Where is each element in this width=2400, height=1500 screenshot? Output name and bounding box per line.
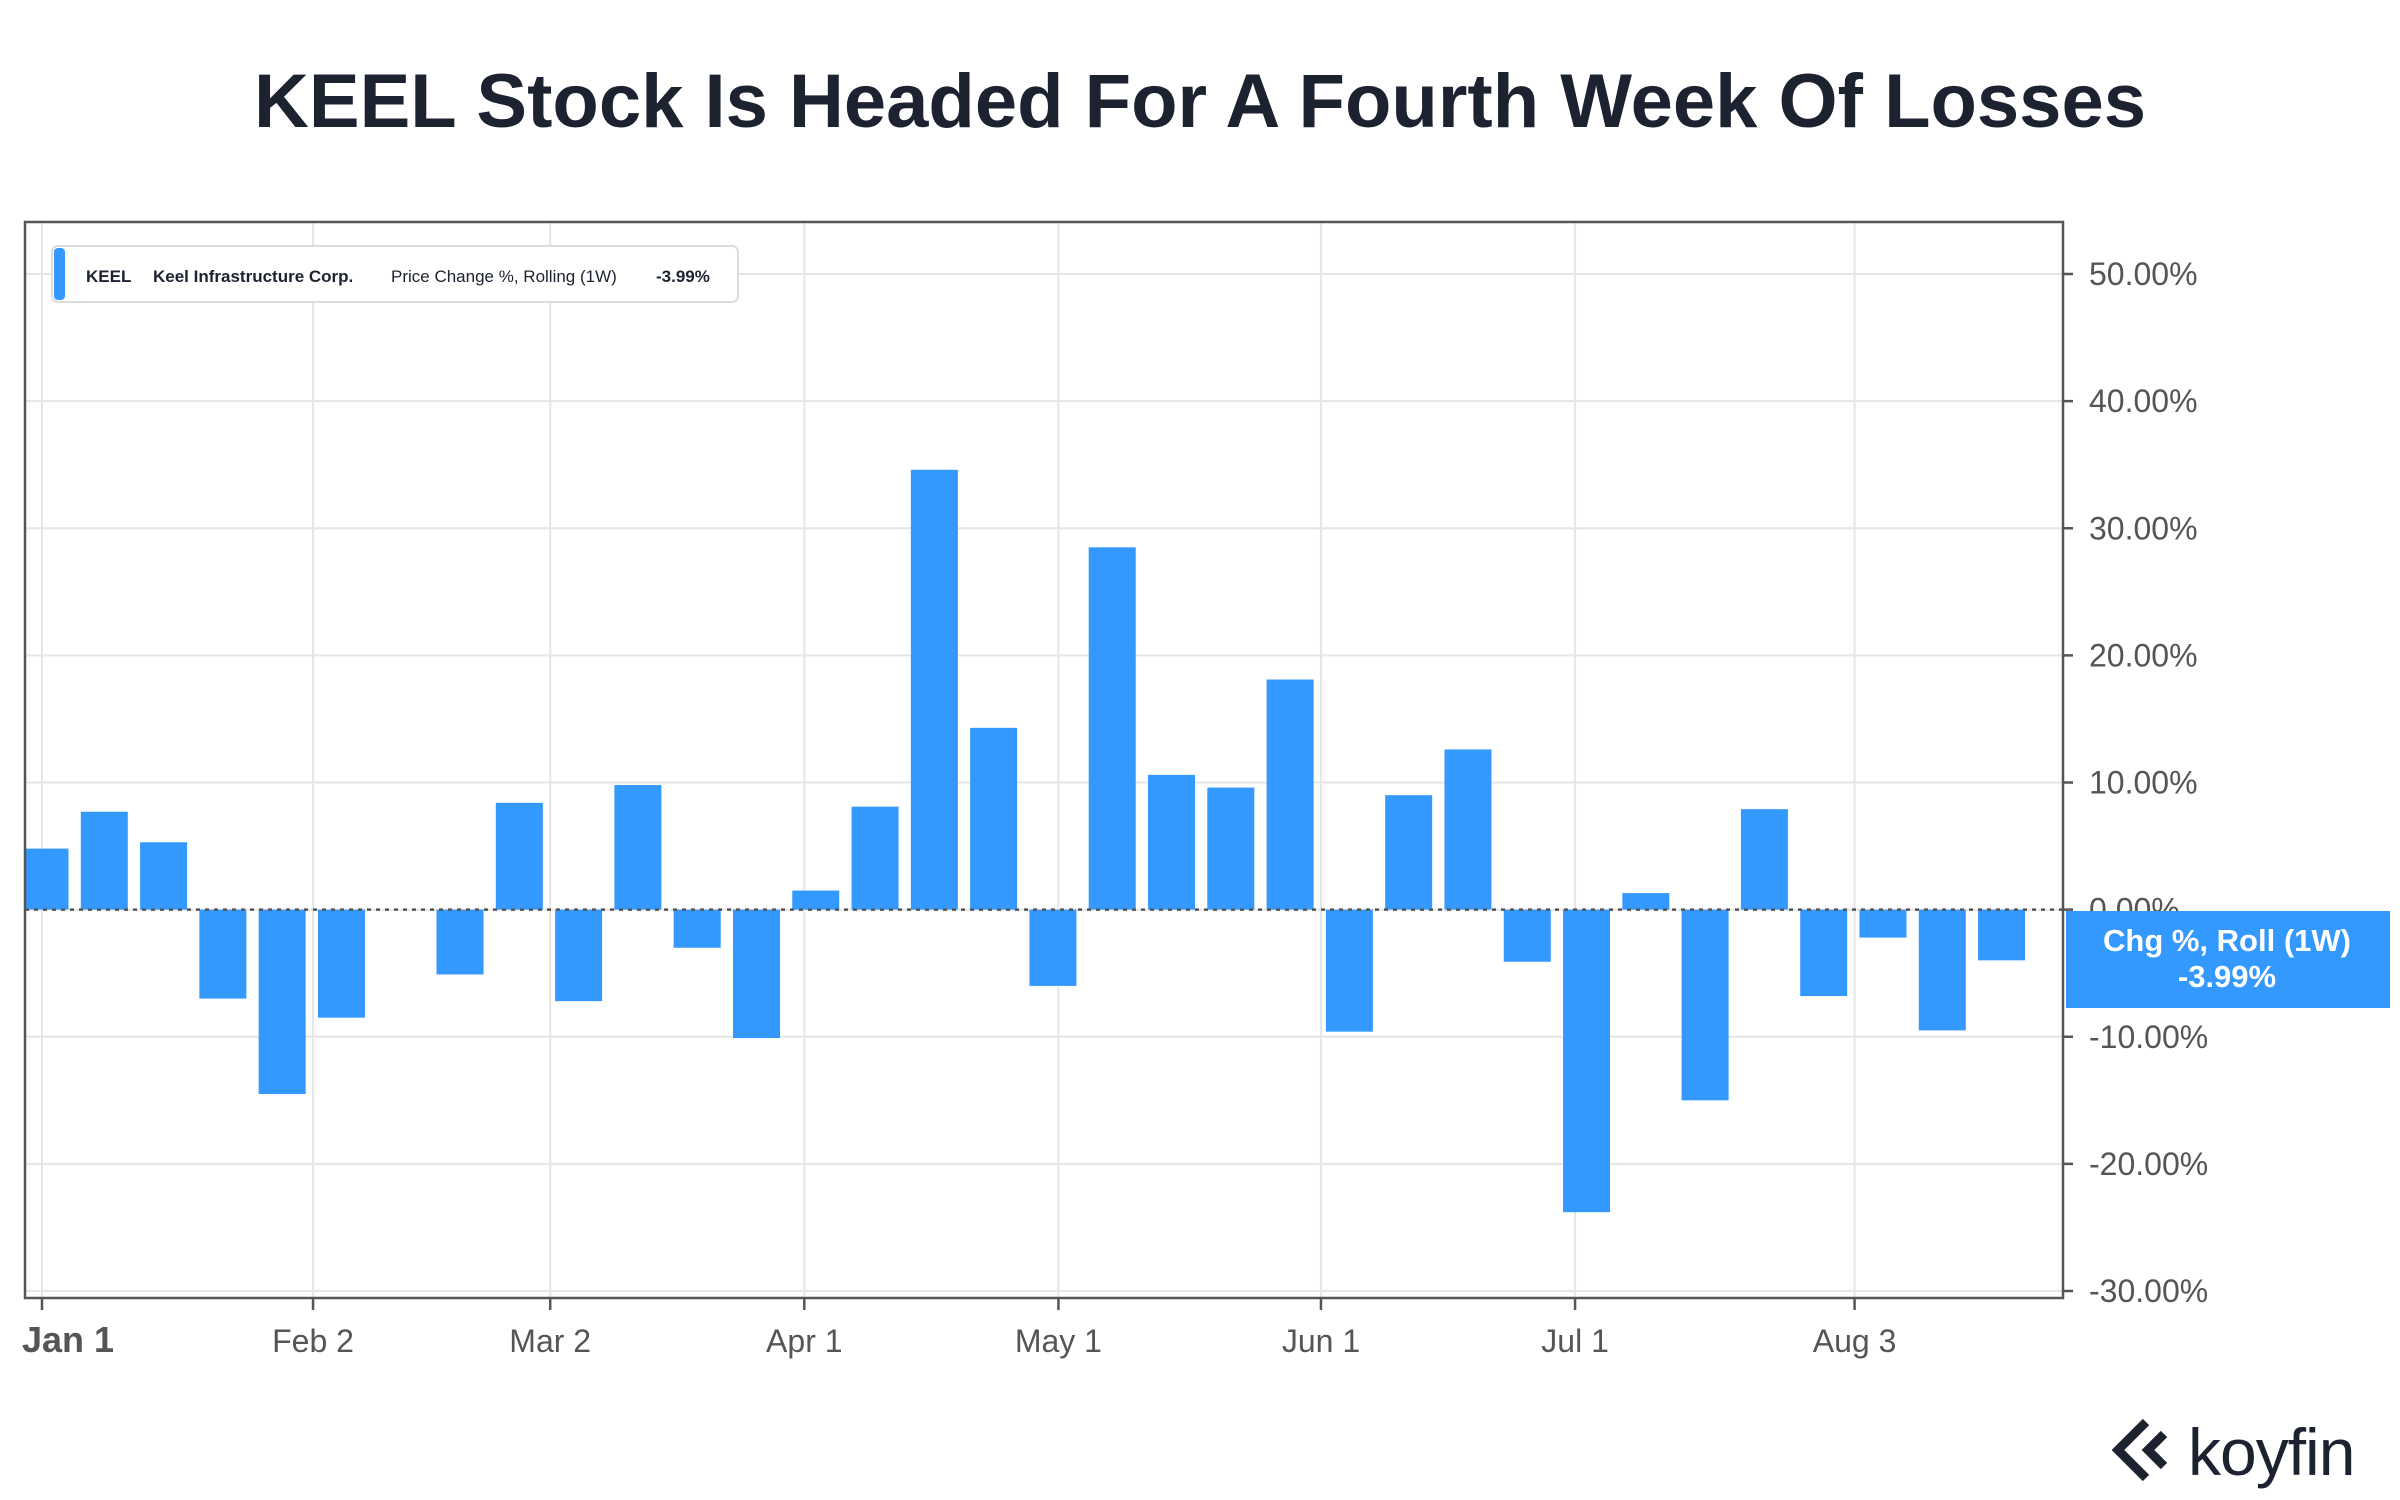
x-tick-label: Feb 2 (272, 1323, 354, 1359)
bar[interactable] (140, 842, 188, 910)
bar[interactable] (1444, 749, 1492, 910)
bar[interactable] (1088, 547, 1136, 910)
y-tick-label: -10.00% (2089, 1019, 2208, 1055)
x-tick-label: Jun 1 (1282, 1323, 1360, 1359)
current-value-line2: -3.99% (2178, 959, 2276, 994)
current-value-line1: Chg %, Roll (1W) (2103, 923, 2351, 958)
bar[interactable] (1385, 795, 1433, 910)
y-tick-label: -20.00% (2089, 1146, 2208, 1182)
bars (25, 469, 2026, 1213)
legend: KEEL Keel Infrastructure Corp. Price Cha… (51, 245, 739, 303)
bar[interactable] (555, 909, 603, 1002)
x-axis: Jan 1 Feb 2 Mar 2 Apr 1 May 1 Jun 1 Jul 1 Aug 3 (22, 1298, 1896, 1360)
legend-ticker: KEEL (86, 267, 131, 286)
bar[interactable] (792, 890, 840, 910)
bar[interactable] (258, 909, 306, 1094)
bar[interactable] (970, 727, 1018, 910)
brand-logo: koyfin (2112, 1412, 2372, 1492)
x-tick-label: Mar 2 (509, 1323, 591, 1359)
plot-frame (23, 220, 2065, 1300)
y-tick-label: 20.00% (2089, 637, 2198, 673)
bar[interactable] (436, 909, 484, 975)
y-axis: 50.00%40.00%30.00%20.00%10.00%0.00%-10.0… (2063, 256, 2208, 1309)
koyfin-logo-icon (2112, 1418, 2168, 1482)
x-tick-label: Jul 1 (1541, 1323, 1609, 1359)
bar[interactable] (851, 806, 899, 910)
bar[interactable] (1740, 809, 1788, 910)
chart-title: KEEL Stock Is Headed For A Fourth Week O… (254, 59, 2146, 144)
bar[interactable] (1681, 909, 1729, 1101)
bar[interactable] (1503, 909, 1551, 962)
y-tick-label: -30.00% (2089, 1273, 2208, 1309)
x-tick-label: Jan 1 (22, 1319, 114, 1360)
bar[interactable] (1148, 774, 1196, 910)
bar[interactable] (673, 909, 721, 948)
bar[interactable] (1325, 909, 1373, 1032)
bar[interactable] (1859, 909, 1907, 938)
x-tick-label: Apr 1 (766, 1323, 842, 1359)
legend-company: Keel Infrastructure Corp. (153, 267, 353, 286)
y-tick-label: 10.00% (2089, 765, 2198, 801)
y-tick-label: 30.00% (2089, 510, 2198, 546)
bar[interactable] (910, 469, 958, 910)
bar[interactable] (1266, 679, 1314, 910)
bar[interactable] (732, 909, 780, 1039)
bar[interactable] (495, 802, 543, 910)
bar[interactable] (25, 848, 69, 910)
y-tick-label: 50.00% (2089, 256, 2198, 292)
grid-lines (25, 222, 2063, 1298)
x-tick-label: Aug 3 (1813, 1323, 1897, 1359)
bar[interactable] (317, 909, 365, 1018)
x-tick-label: May 1 (1015, 1323, 1102, 1359)
bar[interactable] (1622, 893, 1670, 910)
bar[interactable] (1563, 909, 1611, 1213)
y-tick-label: 40.00% (2089, 383, 2198, 419)
bar[interactable] (80, 811, 128, 910)
bar[interactable] (199, 909, 247, 999)
bar[interactable] (1800, 909, 1848, 997)
bar[interactable] (1978, 909, 2026, 961)
brand-name: koyfin (2188, 1415, 2355, 1489)
current-value-label: Chg %, Roll (1W) -3.99% (2066, 911, 2390, 1008)
bar[interactable] (1029, 909, 1077, 986)
bar[interactable] (1918, 909, 1966, 1031)
legend-metric: Price Change %, Rolling (1W) (391, 267, 617, 286)
bar[interactable] (1207, 787, 1255, 910)
legend-value: -3.99% (656, 267, 710, 286)
bar[interactable] (614, 785, 662, 910)
current-value-box (2066, 911, 2390, 1008)
legend-box (51, 245, 739, 303)
legend-swatch (54, 248, 65, 300)
